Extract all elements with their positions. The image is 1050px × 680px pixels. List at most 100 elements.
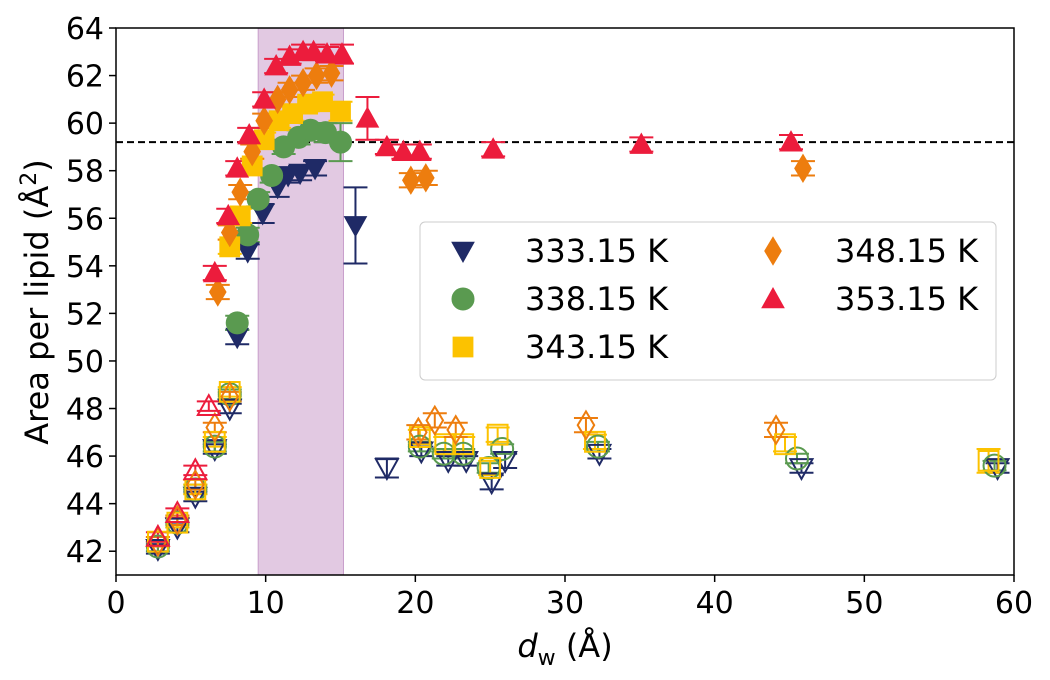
point-s0-open-9	[478, 472, 505, 496]
point-s4-filled-0	[202, 260, 227, 283]
legend-marker	[761, 286, 785, 309]
y-tick-label: 44	[66, 488, 104, 523]
legend-item-1: 338.15 K	[451, 280, 669, 318]
point-s4-filled-9	[315, 42, 339, 64]
point-s3-filled-12	[794, 153, 812, 184]
legend-label: 353.15 K	[835, 280, 979, 318]
x-tick-label: 40	[696, 586, 734, 621]
point-s0-open-5	[374, 458, 400, 482]
point-s3-open-9	[766, 414, 786, 446]
point-s1-filled-0	[225, 311, 249, 335]
point-s2-open-8	[479, 457, 502, 479]
y-axis-label: Area per lipid (Å2)	[17, 159, 56, 444]
point-s2-open-11	[774, 433, 796, 456]
point-s4-filled-14	[407, 139, 432, 161]
point-s3-open-7	[446, 414, 466, 446]
x-tick-label: 10	[247, 586, 285, 621]
point-s0-open-4	[217, 398, 243, 422]
point-s4-filled-15	[481, 137, 506, 159]
point-s1-filled-8	[329, 130, 352, 154]
legend-marker	[451, 241, 475, 264]
point-s1-open-5	[407, 434, 432, 459]
point-s3-filled-6	[280, 75, 299, 105]
markers-layer	[145, 39, 1011, 562]
y-tick-label: 54	[66, 250, 104, 285]
point-s1-open-9	[490, 436, 515, 461]
point-s3-filled-1	[220, 217, 239, 248]
legend-marker	[452, 336, 474, 358]
point-s1-open-10	[585, 434, 610, 459]
point-s2-open-9	[486, 423, 509, 446]
point-s1-filled-3	[260, 163, 284, 187]
y-tick-label: 64	[66, 12, 104, 47]
point-s3-open-5	[408, 416, 428, 448]
legend-item-3: 348.15 K	[764, 232, 979, 270]
legend-label: 338.15 K	[525, 280, 669, 318]
y-tick-label: 46	[66, 440, 104, 475]
point-s4-filled-4	[252, 87, 277, 109]
point-s3-filled-11	[416, 163, 435, 193]
point-s1-open-12	[982, 453, 1007, 478]
x-tick-label: 50	[845, 586, 883, 621]
x-axis-label: dw (Å)	[517, 627, 612, 671]
point-s3-filled-4	[255, 106, 274, 136]
point-s3-filled-2	[231, 177, 250, 207]
point-s2-filled-7	[312, 91, 333, 113]
point-s0-filled-5	[288, 163, 312, 186]
legend-box	[419, 221, 997, 381]
x-tick-label: 20	[396, 586, 434, 621]
point-s4-filled-3	[237, 122, 262, 145]
point-s4-filled-12	[375, 134, 399, 157]
point-s3-open-3	[205, 411, 225, 444]
point-s4-open-2	[182, 457, 209, 481]
y-tick-label: 50	[66, 345, 104, 380]
y-tick-label: 62	[66, 60, 104, 95]
y-tick-label: 58	[66, 155, 104, 190]
point-s2-open-10	[584, 430, 606, 453]
point-s3-open-8	[576, 409, 596, 441]
point-s4-filled-17	[779, 130, 803, 152]
point-s4-filled-1	[216, 203, 241, 226]
point-s0-open-7	[435, 451, 461, 474]
y-tick-label: 60	[66, 107, 104, 142]
point-s2-open-3	[203, 430, 226, 453]
point-s3-filled-7	[294, 67, 312, 98]
point-s3-filled-9	[322, 58, 341, 88]
point-s4-filled-2	[225, 156, 250, 178]
point-s0-open-2	[182, 486, 209, 510]
point-s4-filled-8	[301, 39, 326, 62]
point-s4-open-1	[164, 500, 191, 523]
y-tick-label: 42	[66, 535, 104, 570]
y-axis-label-main: Area per lipid (Å	[18, 186, 56, 445]
axes-layer: 0 10 20 30 40 50 60 42 44 46 48 50 52 54 56 58 60 62 64	[66, 12, 1033, 621]
point-s4-filled-10	[330, 42, 354, 64]
point-s1-open-11	[784, 446, 809, 471]
y-axis-label-rest: )	[18, 159, 56, 171]
point-s3-open-1	[167, 504, 187, 536]
x-tick-label: 60	[995, 586, 1033, 621]
point-s3-filled-10	[402, 165, 420, 195]
legend-label: 333.15 K	[525, 232, 669, 270]
x-axis-label-sub: w	[538, 646, 556, 671]
y-axis-label-sup: 2	[17, 172, 42, 186]
point-s4-filled-11	[355, 106, 380, 128]
point-s2-filled-8	[330, 100, 351, 122]
legend: 333.15 K 338.15 K 343.15 K 348.15 K 353.15 K	[419, 221, 997, 381]
y-tick-label: 52	[66, 297, 104, 332]
point-s2-open-4	[218, 380, 241, 403]
point-s3-open-6	[425, 404, 445, 437]
point-s4-filled-13	[391, 139, 416, 161]
point-s0-filled-7	[343, 216, 368, 238]
point-s2-open-12	[977, 449, 1000, 472]
point-s3-filled-3	[243, 136, 262, 167]
point-s0-open-1	[164, 517, 191, 541]
point-s0-open-0	[145, 539, 171, 562]
legend-item-0: 333.15 K	[451, 232, 669, 270]
y-tick-label: 56	[66, 202, 104, 237]
point-s4-open-3	[196, 393, 222, 416]
x-axis-label-rest: (Å)	[556, 627, 613, 665]
point-s0-filled-6	[303, 159, 327, 181]
x-tick-label: 0	[106, 586, 125, 621]
point-s4-filled-16	[629, 132, 654, 154]
legend-label: 348.15 K	[835, 232, 979, 270]
